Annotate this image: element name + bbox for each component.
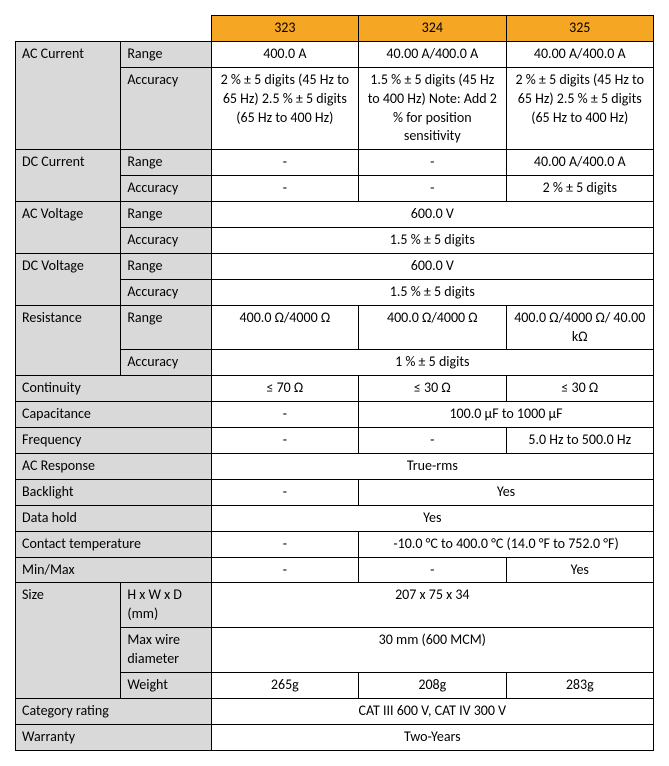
min-max-324: - — [359, 557, 506, 583]
dc-current-acc-323: - — [211, 176, 358, 202]
ac-voltage-range-label: Range — [121, 202, 211, 228]
backlight-323: - — [211, 479, 358, 505]
size-wire-all: 30 mm (600 MCM) — [211, 628, 653, 673]
dc-current-acc-324: - — [359, 176, 506, 202]
dc-current-range-label: Range — [121, 150, 211, 176]
min-max-323: - — [211, 557, 358, 583]
dc-voltage-range-label: Range — [121, 253, 211, 279]
category-all: CAT III 600 V, CAT IV 300 V — [211, 698, 653, 724]
continuity-row: Continuity ≤ 70 Ω ≤ 30 Ω ≤ 30 Ω — [16, 376, 654, 402]
frequency-row: Frequency - - 5.0 Hz to 500.0 Hz — [16, 428, 654, 454]
size-weight-label: Weight — [121, 673, 211, 699]
size-weight-325: 283g — [506, 673, 653, 699]
data-hold-row: Data hold Yes — [16, 505, 654, 531]
model-323-header: 323 — [211, 16, 358, 42]
size-hwd-row: Size H x W x D (mm) 207 x 75 x 34 — [16, 583, 654, 628]
header-blank — [16, 16, 212, 42]
spec-table: 323 324 325 AC Current Range 400.0 A 40.… — [15, 15, 654, 751]
frequency-323: - — [211, 428, 358, 454]
ac-current-range-label: Range — [121, 41, 211, 67]
resistance-label: Resistance — [16, 305, 121, 376]
size-hwd-all: 207 x 75 x 34 — [211, 583, 653, 628]
ac-current-acc-323: 2 % ± 5 digits (45 Hz to 65 Hz) 2.5 % ± … — [211, 67, 358, 150]
ac-current-acc-325: 2 % ± 5 digits (45 Hz to 65 Hz) 2.5 % ± … — [506, 67, 653, 150]
min-max-label: Min/Max — [16, 557, 212, 583]
ac-response-row: AC Response True-rms — [16, 454, 654, 480]
frequency-324: - — [359, 428, 506, 454]
size-label: Size — [16, 583, 121, 698]
contact-temp-label: Contact temperature — [16, 531, 212, 557]
dc-current-accuracy-label: Accuracy — [121, 176, 211, 202]
size-weight-323: 265g — [211, 673, 358, 699]
resistance-range-323: 400.0 Ω/4000 Ω — [211, 305, 358, 350]
frequency-325: 5.0 Hz to 500.0 Hz — [506, 428, 653, 454]
ac-current-acc-324: 1.5 % ± 5 digits (45 Hz to 400 Hz) Note:… — [359, 67, 506, 150]
ac-current-range-324: 40.00 A/400.0 A — [359, 41, 506, 67]
contact-temp-323: - — [211, 531, 358, 557]
dc-current-acc-325: 2 % ± 5 digits — [506, 176, 653, 202]
model-324-header: 324 — [359, 16, 506, 42]
continuity-325: ≤ 30 Ω — [506, 376, 653, 402]
capacitance-323: - — [211, 402, 358, 428]
min-max-row: Min/Max - - Yes — [16, 557, 654, 583]
dc-current-range-325: 40.00 A/400.0 A — [506, 150, 653, 176]
ac-current-range-row: AC Current Range 400.0 A 40.00 A/400.0 A… — [16, 41, 654, 67]
dc-voltage-accuracy-label: Accuracy — [121, 279, 211, 305]
size-hwd-label: H x W x D (mm) — [121, 583, 211, 628]
ac-current-range-325: 40.00 A/400.0 A — [506, 41, 653, 67]
backlight-label: Backlight — [16, 479, 212, 505]
data-hold-all: Yes — [211, 505, 653, 531]
ac-current-accuracy-label: Accuracy — [121, 67, 211, 150]
ac-voltage-range-all: 600.0 V — [211, 202, 653, 228]
dc-voltage-range-all: 600.0 V — [211, 253, 653, 279]
dc-current-range-row: DC Current Range - - 40.00 A/400.0 A — [16, 150, 654, 176]
resistance-acc-all: 1 % ± 5 digits — [211, 350, 653, 376]
ac-voltage-label: AC Voltage — [16, 202, 121, 254]
model-325-header: 325 — [506, 16, 653, 42]
resistance-range-label: Range — [121, 305, 211, 350]
contact-temp-324-325: -10.0 °C to 400.0 °C (14.0 °F to 752.0 °… — [359, 531, 654, 557]
ac-current-range-323: 400.0 A — [211, 41, 358, 67]
data-hold-label: Data hold — [16, 505, 212, 531]
frequency-label: Frequency — [16, 428, 212, 454]
resistance-range-row: Resistance Range 400.0 Ω/4000 Ω 400.0 Ω/… — [16, 305, 654, 350]
continuity-323: ≤ 70 Ω — [211, 376, 358, 402]
size-weight-324: 208g — [359, 673, 506, 699]
resistance-accuracy-label: Accuracy — [121, 350, 211, 376]
backlight-row: Backlight - Yes — [16, 479, 654, 505]
category-label: Category rating — [16, 698, 212, 724]
continuity-label: Continuity — [16, 376, 212, 402]
ac-voltage-range-row: AC Voltage Range 600.0 V — [16, 202, 654, 228]
min-max-325: Yes — [506, 557, 653, 583]
category-row: Category rating CAT III 600 V, CAT IV 30… — [16, 698, 654, 724]
backlight-324-325: Yes — [359, 479, 654, 505]
warranty-row: Warranty Two-Years — [16, 724, 654, 750]
dc-current-range-324: - — [359, 150, 506, 176]
capacitance-324-325: 100.0 µF to 1000 µF — [359, 402, 654, 428]
size-wire-label: Max wire diameter — [121, 628, 211, 673]
dc-voltage-label: DC Voltage — [16, 253, 121, 305]
dc-current-label: DC Current — [16, 150, 121, 202]
continuity-324: ≤ 30 Ω — [359, 376, 506, 402]
ac-voltage-accuracy-label: Accuracy — [121, 228, 211, 254]
ac-current-label: AC Current — [16, 41, 121, 149]
contact-temp-row: Contact temperature - -10.0 °C to 400.0 … — [16, 531, 654, 557]
dc-voltage-acc-all: 1.5 % ± 5 digits — [211, 279, 653, 305]
ac-response-label: AC Response — [16, 454, 212, 480]
resistance-range-325: 400.0 Ω/4000 Ω/ 40.00 kΩ — [506, 305, 653, 350]
dc-voltage-range-row: DC Voltage Range 600.0 V — [16, 253, 654, 279]
header-row: 323 324 325 — [16, 16, 654, 42]
resistance-range-324: 400.0 Ω/4000 Ω — [359, 305, 506, 350]
capacitance-label: Capacitance — [16, 402, 212, 428]
capacitance-row: Capacitance - 100.0 µF to 1000 µF — [16, 402, 654, 428]
ac-voltage-acc-all: 1.5 % ± 5 digits — [211, 228, 653, 254]
warranty-label: Warranty — [16, 724, 212, 750]
dc-current-range-323: - — [211, 150, 358, 176]
ac-response-all: True-rms — [211, 454, 653, 480]
warranty-all: Two-Years — [211, 724, 653, 750]
